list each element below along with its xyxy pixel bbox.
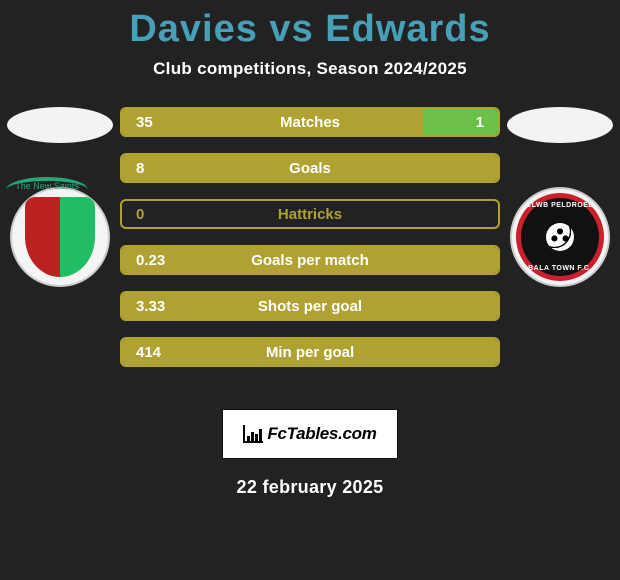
bar-fill-left: [122, 109, 423, 135]
left-shadow-ellipse: [7, 107, 113, 143]
right-shadow-ellipse: [507, 107, 613, 143]
stat-value-left: 35: [136, 114, 153, 131]
badge-right-ring: CLWB PELDROED BALA TOWN F.C.: [516, 193, 604, 281]
badge-left-shield: [25, 197, 95, 277]
soccer-ball-icon: [546, 223, 574, 251]
brand-badge: FcTables.com: [222, 409, 398, 459]
page-subtitle: Club competitions, Season 2024/2025: [0, 59, 620, 79]
bar-fill-right: [423, 109, 498, 135]
chart-icon: [243, 425, 263, 443]
stat-bar-row: 8 Goals: [120, 153, 500, 183]
comparison-area: The New Saints CLWB PELDROED BALA TOWN F…: [0, 107, 620, 387]
stat-label: Min per goal: [266, 344, 354, 361]
stat-value-right: 1: [476, 114, 484, 131]
stat-bar-row: 0 Hattricks: [120, 199, 500, 229]
stat-value-left: 0: [136, 206, 144, 223]
footer-date: 22 february 2025: [0, 477, 620, 498]
stat-value-left: 3.33: [136, 298, 165, 315]
stat-value-left: 414: [136, 344, 161, 361]
brand-text: FcTables.com: [267, 424, 376, 444]
stat-bar-row: 0.23 Goals per match: [120, 245, 500, 275]
stat-bar-row: 3.33 Shots per goal: [120, 291, 500, 321]
stat-bar-row: 414 Min per goal: [120, 337, 500, 367]
stat-bars-container: 35 Matches 1 8 Goals 0 Hattricks 0.23 Goals per …: [120, 107, 500, 367]
stat-label: Shots per goal: [258, 298, 362, 315]
stat-label: Matches: [280, 114, 340, 131]
stat-label: Goals: [289, 160, 331, 177]
left-team-column: The New Saints: [0, 107, 120, 387]
stat-bar-row: 35 Matches 1: [120, 107, 500, 137]
badge-right-text-top: CLWB PELDROED: [521, 202, 599, 209]
left-team-badge: The New Saints: [10, 187, 110, 287]
stat-label: Goals per match: [251, 252, 369, 269]
page-title: Davies vs Edwards: [0, 0, 620, 51]
badge-right-text-bottom: BALA TOWN F.C.: [521, 265, 599, 272]
stat-label: Hattricks: [278, 206, 342, 223]
stat-value-left: 0.23: [136, 252, 165, 269]
right-team-column: CLWB PELDROED BALA TOWN F.C.: [500, 107, 620, 387]
right-team-badge: CLWB PELDROED BALA TOWN F.C.: [510, 187, 610, 287]
stat-value-left: 8: [136, 160, 144, 177]
